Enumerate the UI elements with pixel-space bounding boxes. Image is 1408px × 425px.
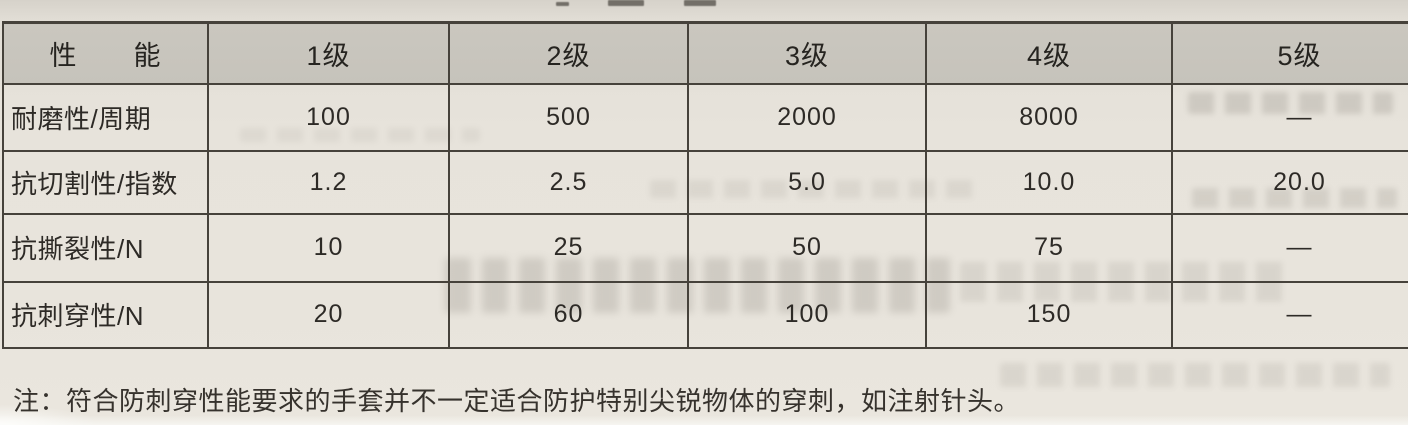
table-cell: 10 [207,212,450,283]
row-header-cell: 耐磨性/周期 [2,82,209,152]
column-header-level-5: 5级 [1171,21,1408,85]
table-cell: 20.0 [1171,149,1408,215]
row-header-cell: 抗切割性/指数 [2,149,209,215]
table-row-tear: 抗撕裂性/N 10 25 50 75 — [2,212,1408,283]
cropped-caption-fragment [684,0,716,6]
table-cell: 60 [448,280,689,349]
table-cell: 100 [207,82,450,152]
column-header-level-2: 2级 [448,21,689,85]
table-cell: 20 [207,280,450,349]
table-cell: — [1171,280,1408,349]
column-header-level-3: 3级 [687,21,927,85]
table-cell: 500 [448,82,689,152]
bleed-through-ghost [1000,363,1390,387]
table-cell: 10.0 [925,149,1173,215]
table-row-cut: 抗切割性/指数 1.2 2.5 5.0 10.0 20.0 [2,149,1408,215]
table-footnote: 注：符合防刺穿性能要求的手套并不一定适合防护特别尖锐物体的穿刺，如注射针头。 [13,386,1021,416]
performance-grade-table: 性 能 1级 2级 3级 4级 5级 耐磨性/周期 100 500 2000 8… [2,21,1408,349]
table-cell: 150 [925,280,1173,349]
row-header-cell: 抗撕裂性/N [2,212,209,283]
column-header-level-4: 4级 [925,21,1173,85]
table-cell: 2.5 [448,149,689,215]
table-cell: 100 [687,280,927,349]
table-row-puncture: 抗刺穿性/N 20 60 100 150 — [2,280,1408,349]
table-header-row: 性 能 1级 2级 3级 4级 5级 [2,21,1408,85]
cropped-caption-fragment [556,2,569,6]
table-cell: 75 [925,212,1173,283]
table-cell: 1.2 [207,149,450,215]
table-cell: 5.0 [687,149,927,215]
table-cell: 50 [687,212,927,283]
column-header-property: 性 能 [2,21,209,85]
table-cell: 2000 [687,82,927,152]
table-row-abrasion: 耐磨性/周期 100 500 2000 8000 — [2,82,1408,152]
cropped-caption-fragment [608,0,644,6]
column-header-level-1: 1级 [207,21,450,85]
table-cell: — [1171,82,1408,152]
table-cell: 8000 [925,82,1173,152]
table-cell: 25 [448,212,689,283]
table-cell: — [1171,212,1408,283]
row-header-cell: 抗刺穿性/N [2,280,209,349]
